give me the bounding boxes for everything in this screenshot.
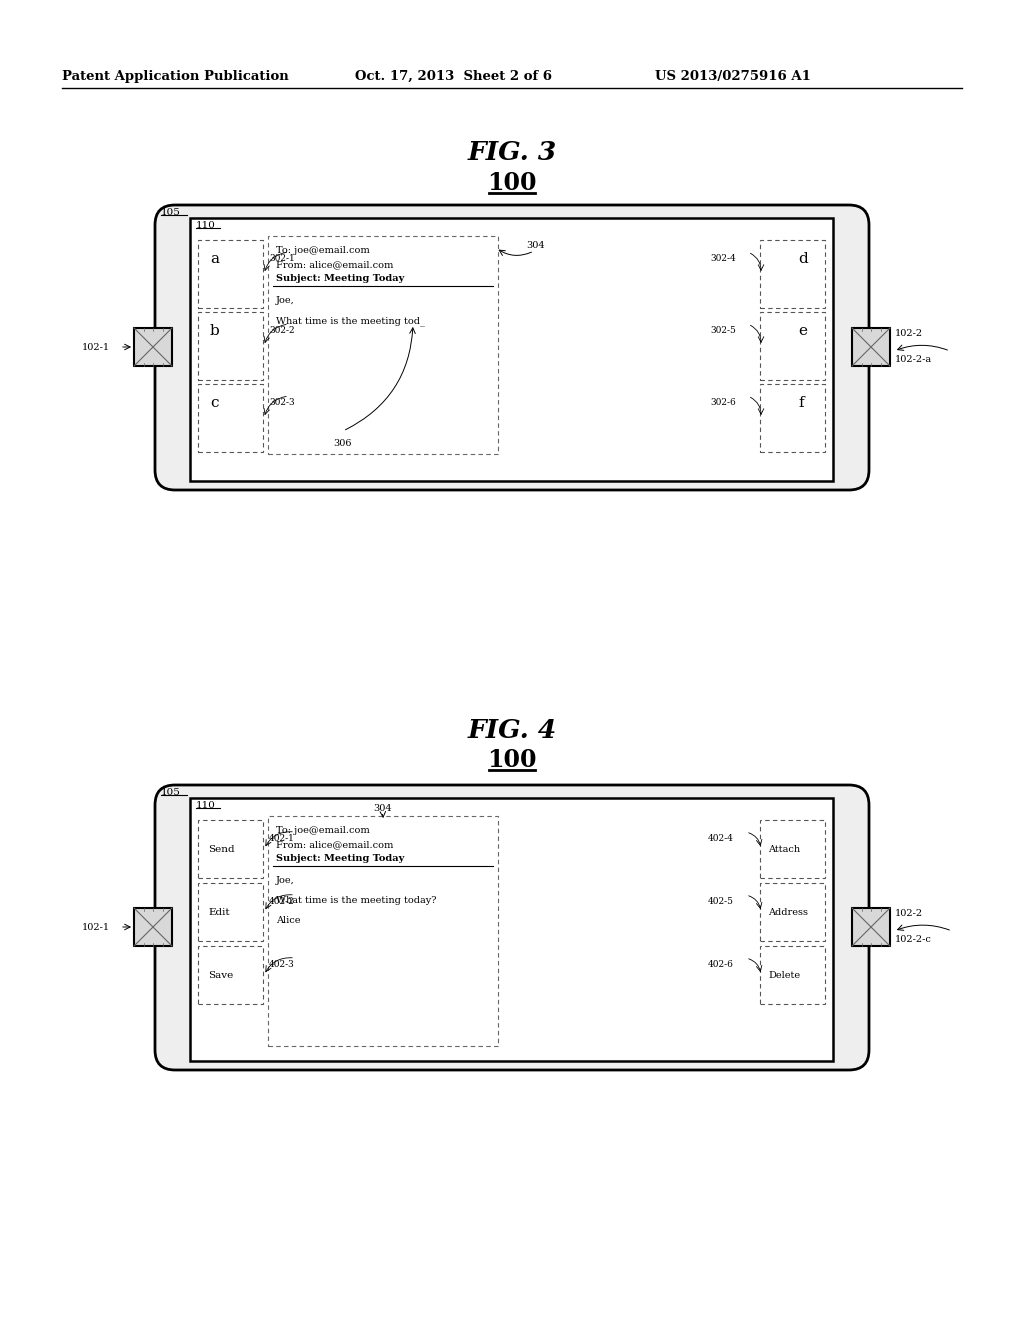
Text: 402-2: 402-2 xyxy=(269,898,295,906)
Text: a: a xyxy=(210,252,219,267)
Text: Edit: Edit xyxy=(208,908,229,917)
Text: To: joe@email.com: To: joe@email.com xyxy=(276,246,370,255)
Bar xyxy=(198,384,263,451)
Text: 102-2: 102-2 xyxy=(895,909,923,917)
FancyBboxPatch shape xyxy=(155,785,869,1071)
Text: 105: 105 xyxy=(161,209,181,216)
Text: From: alice@email.com: From: alice@email.com xyxy=(276,840,393,849)
Bar xyxy=(134,327,172,366)
Text: 110: 110 xyxy=(196,220,216,230)
Bar xyxy=(268,236,498,454)
Text: 402-1: 402-1 xyxy=(269,834,295,843)
Text: 402-4: 402-4 xyxy=(708,834,734,843)
Text: To: joe@email.com: To: joe@email.com xyxy=(276,826,370,836)
Bar xyxy=(760,240,825,308)
Bar xyxy=(760,946,825,1005)
Text: Delete: Delete xyxy=(768,972,800,979)
Text: Alice: Alice xyxy=(276,916,300,925)
Bar xyxy=(268,816,498,1045)
Bar xyxy=(190,218,833,480)
Text: 302-3: 302-3 xyxy=(269,399,295,407)
Text: Oct. 17, 2013  Sheet 2 of 6: Oct. 17, 2013 Sheet 2 of 6 xyxy=(355,70,552,83)
Text: From: alice@email.com: From: alice@email.com xyxy=(276,260,393,269)
Bar xyxy=(760,312,825,380)
Text: 304: 304 xyxy=(526,242,545,249)
Text: What time is the meeting today?: What time is the meeting today? xyxy=(276,896,436,906)
Text: 306: 306 xyxy=(334,440,352,447)
Bar xyxy=(760,820,825,878)
Text: 402-6: 402-6 xyxy=(708,960,734,969)
Bar xyxy=(134,908,172,946)
Bar xyxy=(760,883,825,941)
Bar xyxy=(198,312,263,380)
Text: 302-2: 302-2 xyxy=(269,326,295,335)
Text: Save: Save xyxy=(208,972,233,979)
Text: FIG. 3: FIG. 3 xyxy=(467,140,557,165)
Text: 402-5: 402-5 xyxy=(708,898,734,906)
Text: 102-2-a: 102-2-a xyxy=(895,355,932,364)
Text: 102-1: 102-1 xyxy=(82,923,111,932)
Text: 110: 110 xyxy=(196,801,216,810)
Text: 102-1: 102-1 xyxy=(82,343,111,352)
Text: Joe,: Joe, xyxy=(276,296,295,305)
Bar xyxy=(198,240,263,308)
Text: Subject: Meeting Today: Subject: Meeting Today xyxy=(276,275,404,282)
Text: Address: Address xyxy=(768,908,808,917)
Bar xyxy=(198,946,263,1005)
Text: f: f xyxy=(798,396,804,411)
Text: 302-5: 302-5 xyxy=(710,326,736,335)
Text: Subject: Meeting Today: Subject: Meeting Today xyxy=(276,854,404,863)
Text: 100: 100 xyxy=(487,172,537,195)
Text: d: d xyxy=(798,252,808,267)
Bar xyxy=(198,820,263,878)
Text: c: c xyxy=(210,396,218,411)
Text: Patent Application Publication: Patent Application Publication xyxy=(62,70,289,83)
Text: Attach: Attach xyxy=(768,845,800,854)
Text: 102-2-c: 102-2-c xyxy=(895,935,932,944)
FancyBboxPatch shape xyxy=(155,205,869,490)
Text: 302-6: 302-6 xyxy=(710,399,736,407)
Bar xyxy=(198,883,263,941)
Bar xyxy=(190,799,833,1061)
Bar xyxy=(852,908,890,946)
Text: US 2013/0275916 A1: US 2013/0275916 A1 xyxy=(655,70,811,83)
Text: 302-1: 302-1 xyxy=(269,253,295,263)
Text: 105: 105 xyxy=(161,788,181,797)
Text: What time is the meeting tod_: What time is the meeting tod_ xyxy=(276,315,425,326)
Text: e: e xyxy=(798,323,807,338)
Text: 100: 100 xyxy=(487,748,537,772)
Text: 102-2: 102-2 xyxy=(895,329,923,338)
Text: 302-4: 302-4 xyxy=(710,253,736,263)
Text: FIG. 4: FIG. 4 xyxy=(467,718,557,742)
Bar xyxy=(852,327,890,366)
Text: b: b xyxy=(210,323,220,338)
Text: 402-3: 402-3 xyxy=(269,960,295,969)
Text: Send: Send xyxy=(208,845,234,854)
Text: Joe,: Joe, xyxy=(276,876,295,884)
Bar xyxy=(760,384,825,451)
Text: 304: 304 xyxy=(373,804,391,813)
